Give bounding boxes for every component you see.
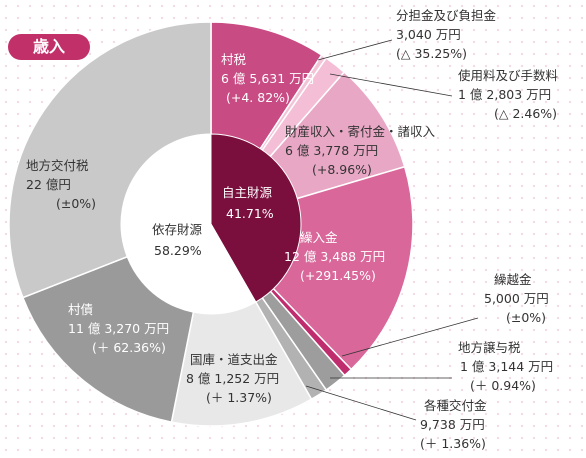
label-joyozei-change: (＋ 0.94%) bbox=[470, 378, 536, 393]
label-kurikomi-name: 繰入金 bbox=[300, 230, 338, 245]
inner-slice-0 bbox=[210, 133, 302, 303]
label-shiyoryo-amount: 1 億 2,803 万円 bbox=[458, 87, 551, 102]
label-sonzei-name: 村税 bbox=[221, 52, 247, 67]
label-buntankin-change: (△ 35.25%) bbox=[396, 46, 467, 61]
label-jishu-pct: 41.71% bbox=[226, 206, 274, 221]
inner-slice-1 bbox=[120, 133, 257, 315]
label-zaisan-name: 財産収入・寄付金・諸収入 bbox=[285, 124, 436, 139]
leader-line bbox=[329, 73, 453, 97]
label-buntankin-amount: 3,040 万円 bbox=[396, 27, 461, 42]
label-kurikomi-amount: 12 億 3,488 万円 bbox=[284, 249, 385, 264]
label-kofuzei-name: 地方交付税 bbox=[26, 158, 89, 173]
label-kurikoshi-name: 繰越金 bbox=[494, 272, 532, 287]
label-jishu-zaigen: 自主財源 bbox=[222, 185, 273, 200]
label-kurikoshi-change: (±0%) bbox=[506, 310, 546, 325]
label-izon-zaigen: 依存財源 bbox=[152, 222, 203, 237]
leader-line bbox=[341, 317, 479, 357]
label-kofukin-name: 各種交付金 bbox=[424, 398, 487, 413]
label-kokko-amount: 8 億 1,252 万円 bbox=[186, 371, 279, 386]
label-joyozei-amount: 1 億 3,144 万円 bbox=[460, 359, 553, 374]
label-kofukin-change: (＋ 1.36%) bbox=[420, 436, 486, 451]
label-sonzei-amount: 6 億 5,631 万円 bbox=[221, 71, 314, 86]
revenue-badge: 歳入 bbox=[8, 34, 90, 60]
label-kurikoshi-amount: 5,000 万円 bbox=[484, 291, 549, 306]
label-zaisan-amount: 6 億 3,778 万円 bbox=[285, 143, 378, 158]
label-kurikomi-change: (+291.45%) bbox=[300, 268, 376, 283]
leader-line bbox=[305, 385, 417, 421]
label-shiyoryo-change: (△ 2.46%) bbox=[494, 106, 557, 121]
label-zaisan-change: (+8.96%) bbox=[312, 162, 372, 177]
label-sonsai-amount: 11 億 3,270 万円 bbox=[68, 321, 169, 336]
label-shiyoryo-name: 使用料及び手数料 bbox=[458, 68, 559, 83]
label-joyozei-name: 地方譲与税 bbox=[458, 340, 521, 355]
label-kofuzei-change: (±0%) bbox=[56, 196, 96, 211]
label-sonzei-change: (+4. 82%) bbox=[226, 90, 290, 105]
label-kokko-change: (＋ 1.37%) bbox=[206, 390, 272, 405]
label-izon-pct: 58.29% bbox=[154, 243, 202, 258]
label-sonsai-name: 村債 bbox=[68, 302, 93, 317]
label-kokko-name: 国庫・道支出金 bbox=[190, 352, 278, 367]
label-sonsai-change: (＋ 62.36%) bbox=[92, 340, 166, 355]
leader-line bbox=[317, 39, 393, 61]
label-kofuzei-amount: 22 億円 bbox=[26, 177, 71, 192]
label-buntankin-name: 分担金及び負担金 bbox=[396, 8, 497, 23]
label-kofukin-amount: 9,738 万円 bbox=[420, 417, 485, 432]
